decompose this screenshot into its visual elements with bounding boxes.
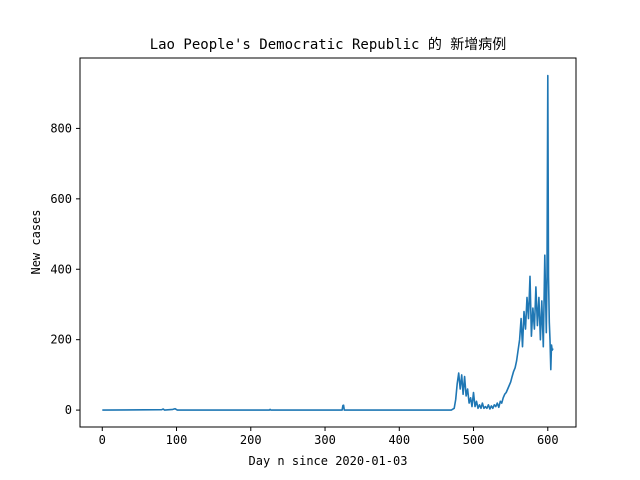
y-tick-label: 800	[50, 121, 72, 135]
x-axis-label: Day n since 2020-01-03	[249, 454, 408, 468]
x-tick-label: 300	[314, 433, 336, 447]
y-tick-label: 0	[65, 403, 72, 417]
y-tick-label: 600	[50, 192, 72, 206]
chart-title: Lao People's Democratic Republic 的 新增病例	[150, 37, 507, 53]
plot-area-frame	[79, 57, 577, 428]
x-tick-label: 400	[388, 433, 410, 447]
x-tick-label: 600	[537, 433, 559, 447]
x-tick-label: 500	[463, 433, 485, 447]
y-tick-label: 400	[50, 262, 72, 276]
x-axis-ticks: 0 100 200 300 400 500 600	[99, 427, 559, 447]
y-axis-ticks: 0 200 400 600 800	[50, 121, 80, 417]
x-tick-label: 0	[99, 433, 106, 447]
new-cases-line	[102, 74, 554, 411]
x-tick-label: 100	[166, 433, 188, 447]
x-tick-label: 200	[240, 433, 262, 447]
y-axis-label: New cases	[29, 209, 43, 274]
y-tick-label: 200	[50, 333, 72, 347]
series-layer	[102, 74, 554, 411]
